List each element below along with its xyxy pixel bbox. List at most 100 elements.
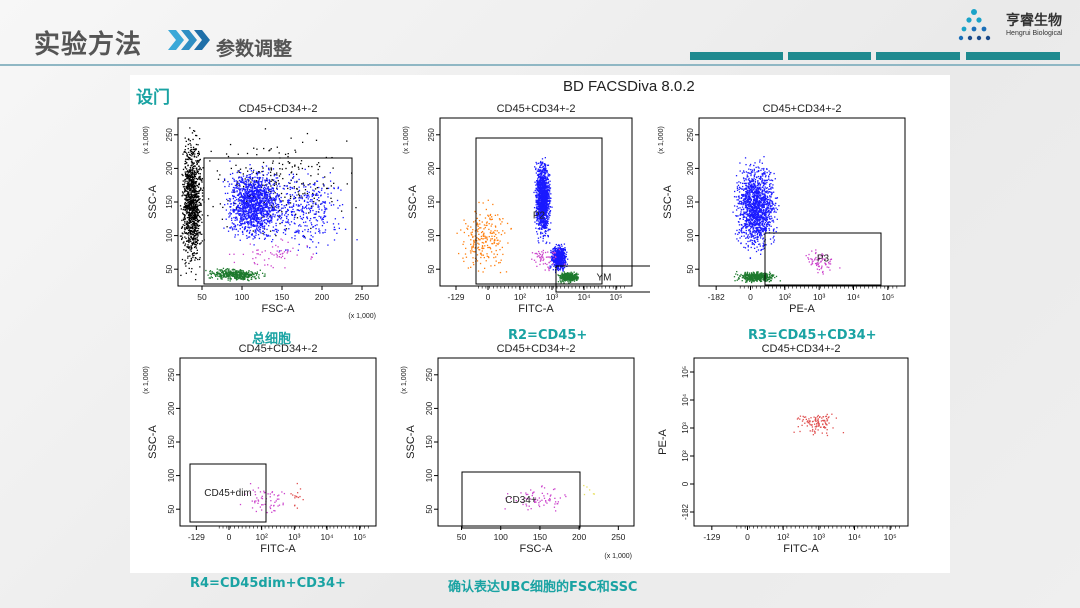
data-point [544, 179, 547, 182]
data-point [231, 269, 233, 271]
data-point [258, 171, 260, 173]
data-point [267, 207, 269, 210]
data-point [197, 258, 199, 261]
data-point [249, 164, 251, 166]
data-point [192, 185, 195, 187]
data-point [537, 162, 539, 165]
data-point [270, 202, 273, 204]
data-point [190, 151, 192, 153]
data-point [264, 179, 266, 181]
data-point [187, 143, 189, 146]
data-point [544, 192, 546, 194]
data-point [253, 225, 255, 227]
data-point [262, 211, 264, 213]
data-point [536, 183, 538, 186]
data-point [271, 221, 273, 223]
data-point [246, 174, 248, 177]
data-point [181, 235, 183, 237]
data-point [192, 202, 195, 204]
data-point [266, 179, 269, 181]
data-point [247, 215, 250, 218]
data-point [270, 185, 272, 187]
data-point [217, 178, 220, 180]
data-point [190, 175, 192, 178]
data-point [260, 201, 263, 204]
data-point [316, 198, 318, 201]
data-point [244, 222, 246, 224]
data-point [275, 209, 277, 211]
data-point [319, 232, 321, 234]
data-point [539, 184, 541, 186]
data-point [324, 229, 327, 231]
data-point [264, 200, 266, 202]
data-point [285, 249, 287, 251]
data-point [546, 219, 549, 221]
data-point [544, 196, 546, 199]
data-point [181, 225, 184, 228]
data-point [191, 132, 194, 134]
data-point [187, 207, 189, 209]
data-point [538, 196, 540, 198]
data-point [193, 243, 195, 245]
data-point [184, 173, 187, 176]
data-point [195, 247, 198, 249]
data-point [185, 175, 187, 177]
data-point [181, 237, 184, 239]
data-point [197, 233, 199, 235]
data-point [239, 196, 241, 199]
data-point [235, 271, 238, 273]
data-point [259, 254, 261, 256]
data-point [251, 191, 253, 193]
data-point [254, 186, 256, 188]
data-point [197, 219, 200, 222]
data-point [263, 209, 265, 211]
data-point [317, 173, 319, 175]
data-point [541, 218, 543, 220]
data-point [298, 232, 300, 234]
data-point [303, 199, 306, 202]
data-point [190, 197, 193, 199]
data-point [312, 253, 314, 255]
data-point [195, 215, 197, 218]
data-point [321, 218, 324, 220]
data-point [231, 229, 234, 231]
data-point [546, 199, 548, 201]
data-point [298, 230, 300, 232]
data-point [258, 225, 260, 228]
data-point [253, 207, 255, 210]
data-point [194, 198, 196, 200]
data-point [183, 249, 185, 251]
data-point [195, 238, 197, 240]
data-point [280, 216, 283, 219]
data-point [263, 184, 265, 187]
data-point [545, 232, 547, 235]
data-point [275, 202, 277, 205]
data-point [276, 174, 278, 176]
data-point [245, 199, 248, 201]
data-point [259, 196, 261, 198]
data-point [195, 134, 197, 137]
data-point [249, 211, 251, 213]
data-point [263, 186, 266, 188]
data-point [318, 165, 321, 168]
data-point [200, 189, 202, 191]
data-point [322, 183, 324, 185]
data-point [269, 214, 272, 216]
data-point [249, 207, 252, 209]
data-point [191, 210, 193, 212]
x-axis-multiplier: (x 1,000) [348, 313, 376, 320]
data-point [290, 221, 293, 223]
data-point [541, 228, 543, 230]
data-point [258, 202, 260, 204]
data-point [252, 213, 254, 216]
data-point [246, 219, 248, 221]
data-point [306, 204, 308, 206]
data-point [234, 277, 237, 279]
data-point [184, 218, 186, 221]
data-point [272, 238, 274, 241]
data-point [544, 193, 547, 196]
data-point [261, 199, 263, 201]
data-point [541, 210, 544, 213]
data-point [194, 212, 196, 214]
data-point [222, 275, 225, 277]
